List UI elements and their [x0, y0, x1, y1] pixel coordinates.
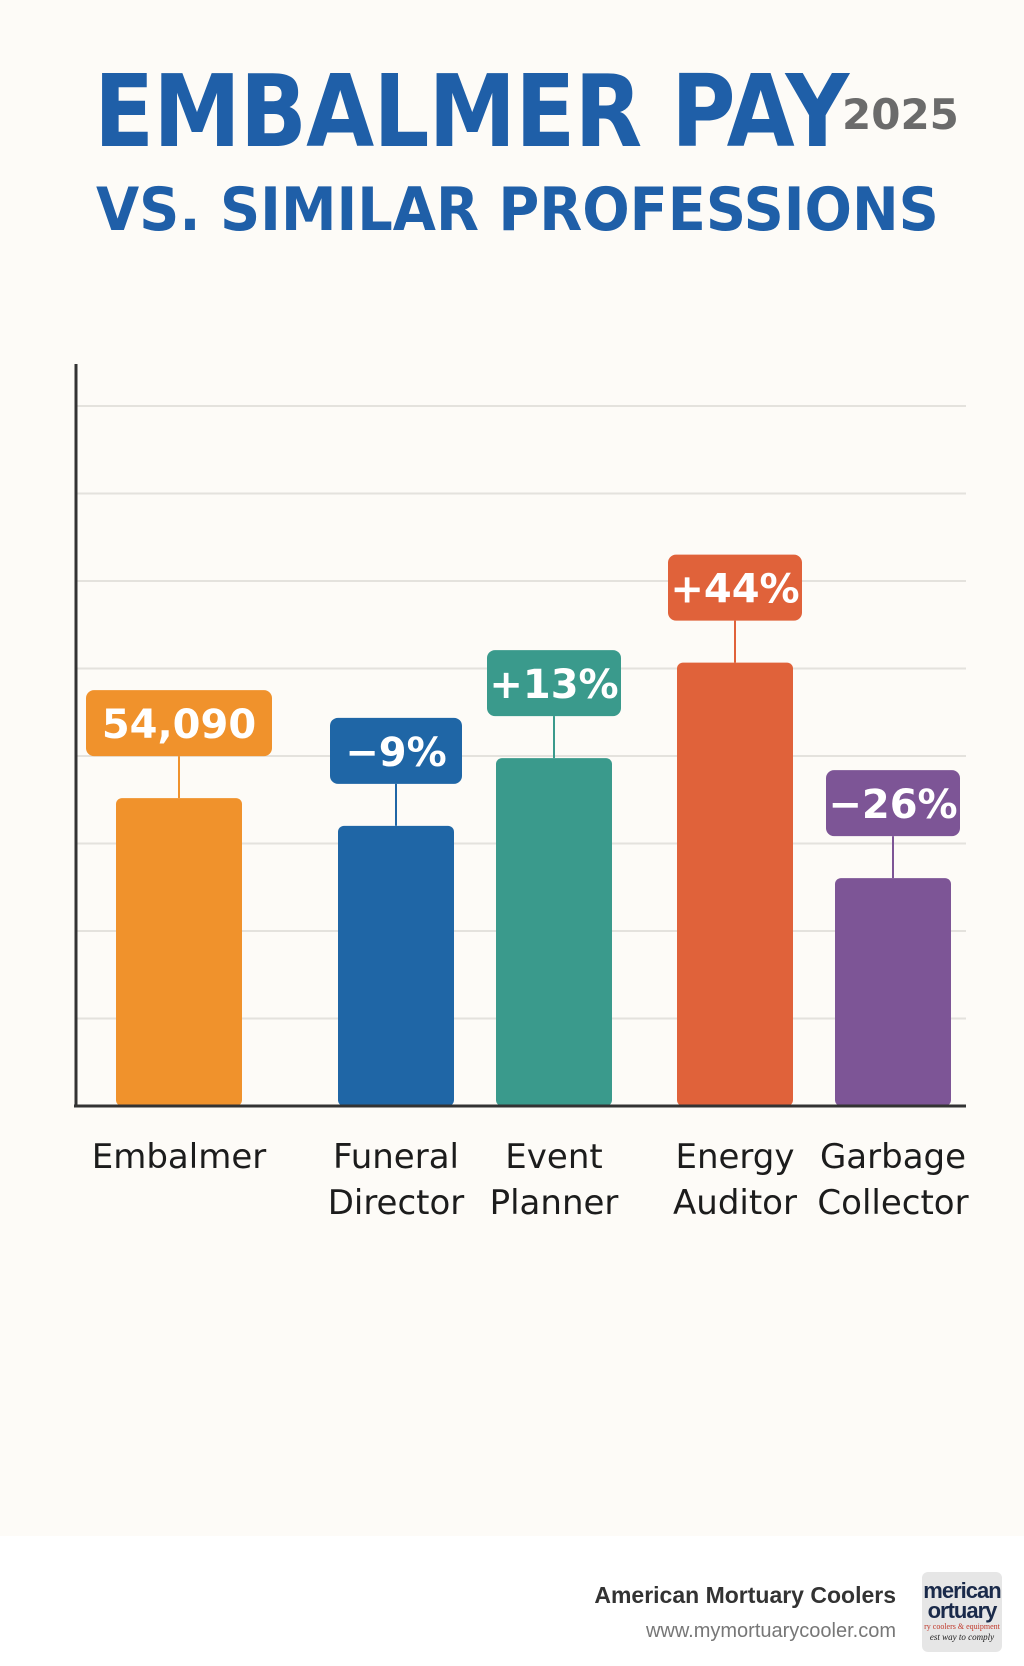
category-label: Planner — [490, 1183, 619, 1223]
data-label-box — [86, 690, 272, 757]
chart-subtitle: VS. SIMILAR PROFESSIONS — [96, 175, 939, 245]
data-label: −26% — [828, 782, 957, 828]
category-label: Garbage — [820, 1137, 966, 1177]
category-label: Funeral — [333, 1137, 459, 1177]
chart-title: EMBALMER PAY — [94, 53, 849, 170]
data-label: +44% — [670, 567, 799, 613]
data-label-box — [487, 650, 621, 717]
bar — [677, 662, 793, 1106]
bar — [116, 798, 242, 1106]
category-label: Energy — [675, 1137, 794, 1177]
logo-text-line-1: merican — [923, 1578, 1001, 1603]
category-label: Auditor — [673, 1183, 797, 1223]
bar — [496, 758, 612, 1106]
data-label: −9% — [345, 730, 446, 776]
brand-name: American Mortuary Coolers — [594, 1582, 896, 1608]
category-label: Director — [328, 1183, 465, 1223]
footer: American Mortuary Coolers www.mymortuary… — [0, 1536, 1024, 1666]
bar — [338, 825, 454, 1106]
data-label-box — [826, 770, 960, 837]
brand-logo: merican ortuary ry coolers & equipment e… — [922, 1572, 1002, 1652]
data-label-box — [668, 554, 802, 621]
logo-text-line-4: est way to comply — [929, 1632, 995, 1642]
category-label: Event — [505, 1137, 602, 1177]
data-label: 54,090 — [102, 702, 256, 748]
brand-url: www.mymortuarycooler.com — [645, 1620, 896, 1642]
logo-text-line-3: ry coolers & equipment — [924, 1622, 1000, 1631]
data-label-box — [330, 717, 462, 784]
data-label: +13% — [489, 662, 618, 708]
bar — [835, 878, 951, 1106]
category-label: Embalmer — [92, 1137, 267, 1177]
chart-year: 2025 — [842, 90, 959, 139]
bar-chart: 54,090 Embalmer −9% Funeral Director +13% Even… — [74, 364, 969, 1223]
category-label: Collector — [817, 1183, 968, 1223]
logo-text-line-2: ortuary — [927, 1598, 998, 1623]
